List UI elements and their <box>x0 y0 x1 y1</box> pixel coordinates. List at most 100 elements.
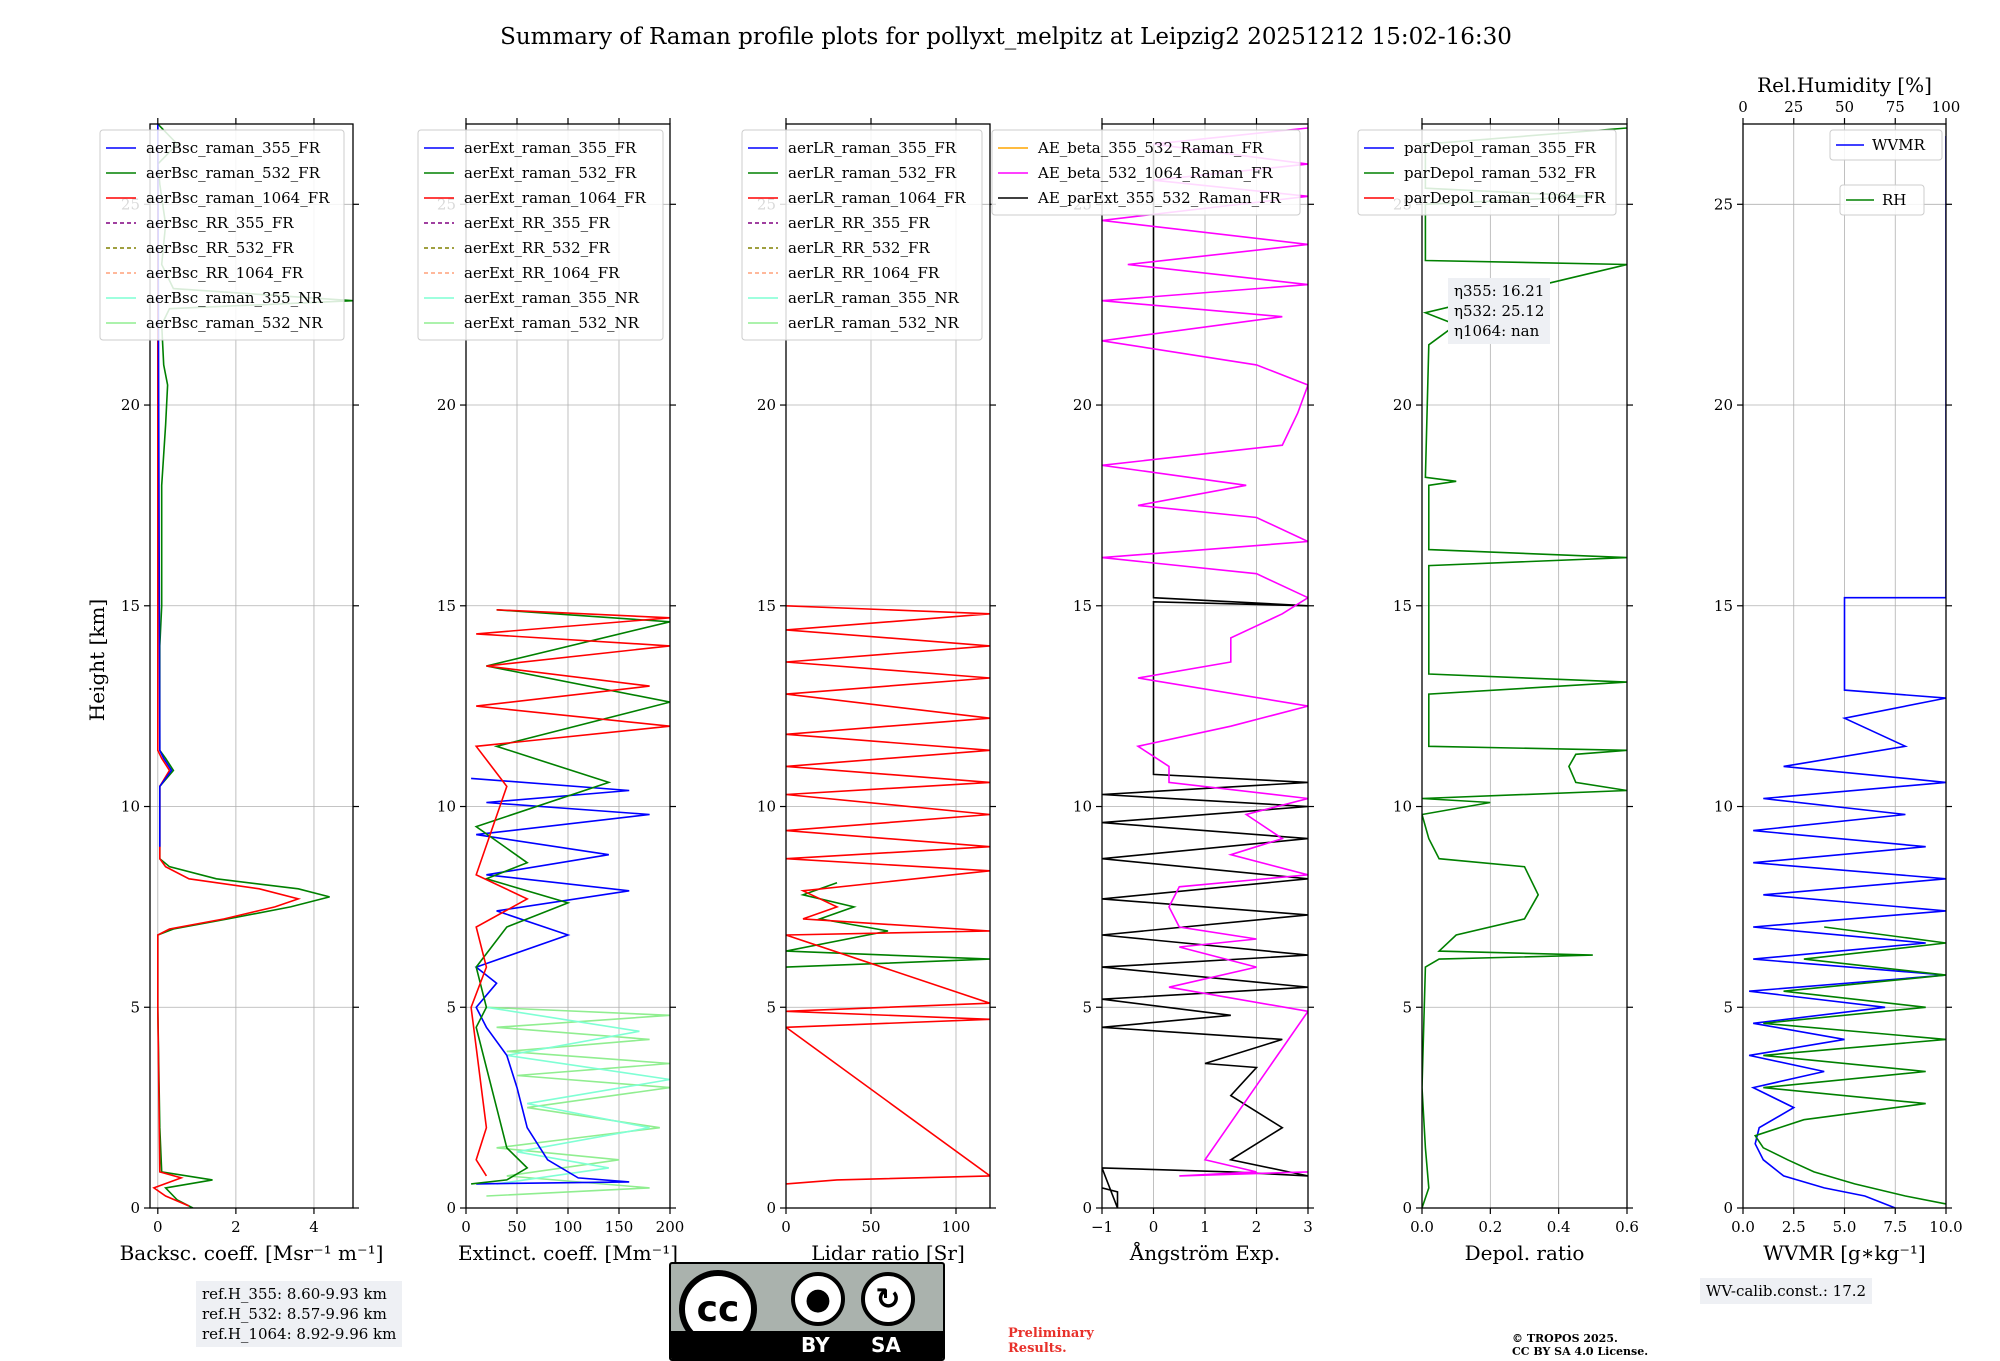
xtick-top-label-1: 25 <box>1784 98 1803 116</box>
legend-label-7: aerBsc_raman_532_NR <box>146 314 323 332</box>
ytick-label-3: 15 <box>437 597 456 615</box>
ytick-label-1: 5 <box>1402 998 1412 1016</box>
legend-label-2: AE_parExt_355_532_Raman_FR <box>1037 189 1282 207</box>
y-axis-label: Height [km] <box>85 599 109 721</box>
ytick-label-4: 20 <box>437 396 456 414</box>
xtick-label-1: 2 <box>231 1218 241 1236</box>
ytick-label-3: 15 <box>1073 597 1092 615</box>
ref-height-1064: ref.H_1064: 8.92-9.96 km <box>202 1325 397 1343</box>
ytick-label-2: 10 <box>1714 798 1733 816</box>
legend-label-0: parDepol_raman_355_FR <box>1404 139 1597 157</box>
cc-bottom-bar <box>671 1331 943 1359</box>
series-aerExt_raman_1064_FR <box>470 609 670 1177</box>
legend: WVMR RH <box>1829 129 1943 216</box>
ytick-label-3: 15 <box>1393 597 1412 615</box>
xtick-label-1: 2.5 <box>1782 1218 1806 1236</box>
series-aerBsc_raman_355_FR <box>157 124 173 847</box>
legend-label-0: aerExt_raman_355_FR <box>464 139 637 157</box>
eta-532: η532: 25.12 <box>1454 302 1545 320</box>
legend-label-WVMR: WVMR <box>1872 136 1926 154</box>
eta-1064: η1064: nan <box>1454 322 1540 340</box>
xtick-label-1: 0.2 <box>1478 1218 1502 1236</box>
cc-logo-icon: cc <box>679 1270 757 1348</box>
xtick-label-2: 100 <box>554 1218 583 1236</box>
legend-label-1: aerLR_raman_532_FR <box>788 164 957 182</box>
legend-label-2: aerExt_raman_1064_FR <box>464 189 646 207</box>
ytick-label-0: 0 <box>130 1199 140 1217</box>
xtick-label-1: 0 <box>1149 1218 1159 1236</box>
ytick-label-1: 5 <box>1082 998 1092 1016</box>
ytick-label-0: 0 <box>766 1199 776 1217</box>
ytick-label-0: 0 <box>446 1199 456 1217</box>
legend-box <box>741 129 983 341</box>
legend-label-4: aerLR_RR_532_FR <box>788 239 930 257</box>
xtick-top-label-3: 75 <box>1886 98 1905 116</box>
legend-label-6: aerLR_raman_355_NR <box>788 289 959 307</box>
eta-box: η355: 16.21 η532: 25.12 η1064: nan <box>1448 278 1551 344</box>
ytick-label-4: 20 <box>1073 396 1092 414</box>
xtick-label-0: −1 <box>1091 1218 1113 1236</box>
ytick-label-0: 0 <box>1723 1199 1733 1217</box>
xtick-label-3: 0.6 <box>1615 1218 1639 1236</box>
preliminary-line-1: Preliminary <box>1008 1326 1094 1341</box>
series-aerLR_raman_532_FR <box>786 882 990 968</box>
series-RH <box>1753 926 1946 1205</box>
wv-calib-const: WV-calib.const.: 17.2 <box>1706 1282 1867 1300</box>
legend: aerExt_raman_355_FR aerExt_raman_532_FRae… <box>417 129 664 341</box>
xtick-label-0: 0.0 <box>1410 1218 1434 1236</box>
legend-box <box>991 129 1301 216</box>
cc-license-badge: cc ● ↻ BY SA <box>669 1262 945 1361</box>
x-axis-label: Ångström Exp. <box>1129 1240 1280 1265</box>
ytick-label-2: 10 <box>1073 798 1092 816</box>
sa-share-alike-icon: ↻ <box>861 1272 915 1326</box>
xtick-label-3: 150 <box>605 1218 634 1236</box>
xtick-label-4: 10.0 <box>1929 1218 1962 1236</box>
xtick-top-label-4: 100 <box>1932 98 1961 116</box>
ytick-label-2: 10 <box>121 798 140 816</box>
legend-label-0: AE_beta_355_532_Raman_FR <box>1037 139 1264 157</box>
xtick-label-1: 50 <box>507 1218 526 1236</box>
xtick-label-2: 0.4 <box>1547 1218 1571 1236</box>
wv-calib-box: WV-calib.const.: 17.2 <box>1700 1278 1873 1304</box>
legend-label-1: AE_beta_532_1064_Raman_FR <box>1037 164 1273 182</box>
x-axis-label: Lidar ratio [Sr] <box>811 1241 965 1265</box>
ytick-label-4: 20 <box>1714 396 1733 414</box>
ref-height-box: ref.H_355: 8.60-9.93 km ref.H_532: 8.57-… <box>196 1281 403 1347</box>
legend-label-4: aerBsc_RR_532_FR <box>146 239 294 257</box>
by-person-icon: ● <box>791 1272 845 1326</box>
ytick-label-0: 0 <box>1402 1199 1412 1217</box>
series-aerExt_raman_532_FR <box>471 609 670 1185</box>
ytick-label-5: 25 <box>1714 195 1733 213</box>
series-aerLR_raman_1064_FR <box>786 605 990 1185</box>
ytick-label-2: 10 <box>1393 798 1412 816</box>
plot-frame <box>149 123 354 1209</box>
preliminary-results-note: Preliminary Results. <box>1008 1326 1128 1356</box>
x-axis-label: WVMR [g∗kg⁻¹] <box>1763 1241 1925 1265</box>
xtick-top-label-2: 50 <box>1835 98 1854 116</box>
legend: aerLR_raman_355_FR aerLR_raman_532_FR aerL… <box>741 129 983 341</box>
legend-label-4: aerExt_RR_532_FR <box>464 239 611 257</box>
ytick-label-3: 15 <box>121 597 140 615</box>
ytick-label-1: 5 <box>766 998 776 1016</box>
legend-label-2: aerLR_raman_1064_FR <box>788 189 966 207</box>
legend-label-6: aerExt_raman_355_NR <box>464 289 640 307</box>
cc-by-label: BY <box>801 1333 830 1357</box>
plot-frame <box>1421 123 1628 1209</box>
legend-box-WVMR <box>1829 129 1943 161</box>
legend-label-7: aerLR_raman_532_NR <box>788 314 959 332</box>
legend-label-2: aerBsc_raman_1064_FR <box>146 189 330 207</box>
legend-label-3: aerBsc_RR_355_FR <box>146 214 294 232</box>
ref-height-355: ref.H_355: 8.60-9.93 km <box>202 1285 387 1303</box>
panel-extinction: 0510152025050100150200Extinct. coeff. [M… <box>417 118 684 1265</box>
copyright-line-1: © TROPOS 2025. <box>1512 1332 1618 1345</box>
xtick-label-1: 50 <box>861 1218 880 1236</box>
series-aerExt_raman_355_NR <box>486 1006 670 1185</box>
ytick-label-2: 10 <box>757 798 776 816</box>
legend-box-RH <box>1839 184 1925 216</box>
copyright-line-2: CC BY SA 4.0 License. <box>1512 1345 1649 1358</box>
xtick-label-4: 3 <box>1303 1218 1313 1236</box>
legend-label-3: aerExt_RR_355_FR <box>464 214 611 232</box>
xtick-label-0: 0.0 <box>1731 1218 1755 1236</box>
xtick-label-0: 0 <box>153 1218 163 1236</box>
ytick-label-4: 20 <box>1393 396 1412 414</box>
